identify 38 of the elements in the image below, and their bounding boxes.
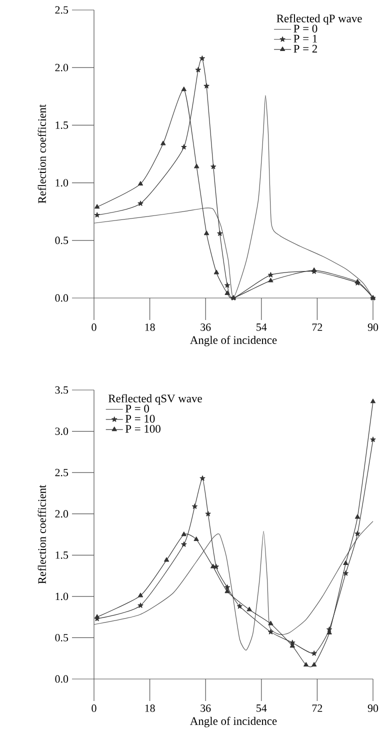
legend-label: P = 2 [294,44,317,52]
y-tick-label: 3.5 [55,386,68,394]
legend-label: P = 0 [125,404,150,412]
x-tick-label: 54 [256,704,267,712]
y-tick-label: 1.5 [56,122,68,129]
y-tick-label: 0.0 [55,294,68,302]
y-tick-label: 1.0 [56,592,68,600]
y-tick-label: 2.0 [55,510,68,518]
legend-title: Reflected qSV wave [108,394,202,405]
x-tick-label: 36 [200,324,211,331]
y-tick-label: 2.5 [55,6,68,14]
y-axis-title: Reflection coefficient [38,484,46,584]
y-tick-label: 0.0 [55,675,68,683]
x-tick-label: 0 [92,704,96,712]
x-tick-label: 18 [145,324,155,331]
legend-label: P = 1 [294,34,317,42]
y-axis-title: Reflection coefficient [38,104,46,204]
legend-label: P = 10 [125,414,155,423]
x-tick-label: 18 [145,704,155,712]
x-tick-label: 72 [312,704,322,712]
y-tick-label: 3.0 [55,428,68,436]
legend-title: Reflected qP wave [276,14,362,25]
legend-label: P = 0 [294,24,318,32]
x-axis-title: Angle of incidence [190,716,277,728]
y-tick-label: 2.5 [55,468,68,476]
x-tick-label: 54 [256,324,267,331]
x-tick-label: 90 [368,324,378,331]
x-tick-label: 0 [92,324,96,331]
x-tick-label: 36 [200,704,211,712]
y-tick-label: 2.0 [55,64,68,72]
y-tick-label: 1.0 [56,179,68,187]
x-tick-label: 90 [368,704,378,712]
x-axis-title: Angle of incidence [190,336,277,346]
y-tick-label: 0.5 [55,236,68,244]
x-tick-label: 72 [312,324,322,331]
y-tick-label: 1.5 [56,551,68,559]
y-tick-label: 0.5 [55,634,68,642]
legend-label: P = 100 [125,424,160,433]
